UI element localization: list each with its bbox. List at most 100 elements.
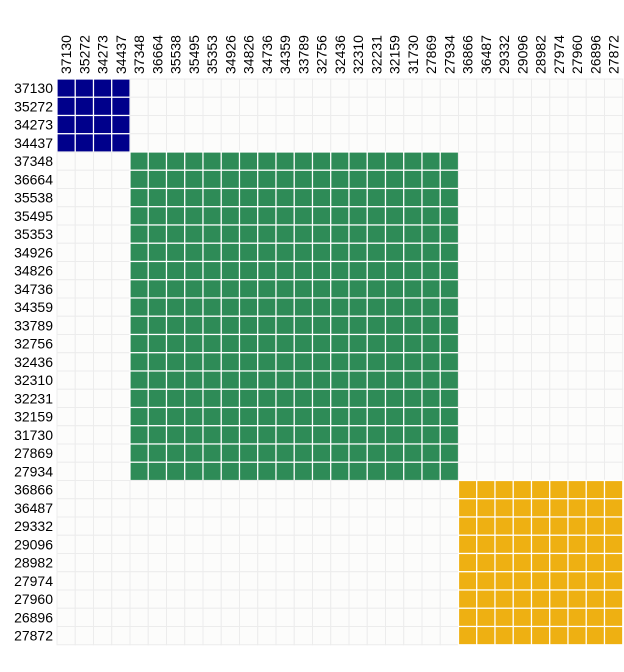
heatmap-cell-empty [531,388,551,408]
heatmap-cell-filled [603,625,624,646]
heatmap-cell-empty [403,534,423,554]
heatmap-cell-filled [512,571,533,591]
heatmap-cell-empty [585,297,605,317]
heatmap-cell-empty [93,261,113,281]
x-tick-label: 27872 [606,35,622,74]
heatmap-cell-filled [457,516,478,536]
heatmap-cell-empty [549,315,569,335]
heatmap-cell-filled [384,297,405,317]
heatmap-cell-empty [111,607,131,627]
heatmap-cell-empty [549,297,569,317]
heatmap-cell-empty [458,461,478,481]
heatmap-cell-filled [275,333,295,354]
heatmap-cell-empty [403,516,423,536]
heatmap-cell-empty [567,461,587,481]
heatmap-cell-empty [476,261,496,281]
heatmap-cell-empty [421,534,441,554]
heatmap-cell-empty [93,498,113,518]
heatmap-cell-empty [56,480,76,500]
heatmap-cell-empty [220,96,240,116]
heatmap-cell-filled [293,443,314,463]
heatmap-cell-empty [93,534,113,554]
heatmap-cell-empty [585,169,605,189]
heatmap-cell-filled [129,370,149,390]
heatmap-cell-empty [512,315,532,335]
heatmap-cell-empty [385,589,405,609]
y-tick-label: 28982 [14,555,53,571]
heatmap-cell-empty [275,115,295,135]
heatmap-cell-filled [403,370,423,390]
heatmap-cell-empty [549,96,569,116]
heatmap-cell-empty [439,589,459,609]
heatmap-cell-empty [585,461,605,481]
heatmap-cell-filled [147,388,168,409]
heatmap-cell-filled [238,370,259,390]
heatmap-cell-empty [111,589,131,609]
heatmap-cell-empty [585,407,605,427]
heatmap-cell-empty [604,461,624,481]
heatmap-cell-empty [421,78,441,98]
y-tick-label: 29096 [14,536,53,552]
heatmap-cell-empty [512,407,532,427]
heatmap-cell-empty [512,388,532,408]
heatmap-cell-empty [312,607,332,627]
heatmap-cell-empty [604,242,624,262]
heatmap-cell-empty [293,498,313,518]
heatmap-cell-empty [567,188,587,208]
heatmap-cell-empty [421,589,441,609]
heatmap-cell-filled [603,552,624,573]
heatmap-cell-empty [111,626,131,646]
heatmap-cell-empty [476,461,496,481]
heatmap-cell-empty [366,498,386,518]
heatmap-cell-empty [366,553,386,573]
heatmap-cell-filled [257,406,277,427]
heatmap-cell-empty [74,534,94,554]
heatmap-cell-empty [147,480,167,500]
heatmap-cell-empty [312,534,332,554]
heatmap-cell-filled [129,461,149,482]
heatmap-cell-filled [202,224,222,244]
heatmap-cell-filled [165,388,186,409]
heatmap-cell-filled [257,352,277,372]
heatmap-cell-filled [220,388,241,409]
heatmap-cell-empty [348,498,368,518]
heatmap-cell-empty [604,279,624,299]
heatmap-cell-empty [275,607,295,627]
heatmap-cell-empty [111,553,131,573]
heatmap-cell-empty [74,607,94,627]
heatmap-cell-filled [585,571,606,591]
heatmap-cell-filled [275,187,295,208]
heatmap-cell-filled [366,406,387,427]
heatmap-cell-empty [220,607,240,627]
heatmap-cell-filled [330,260,350,281]
heatmap-cell-filled [384,333,405,354]
heatmap-cell-empty [567,115,587,135]
heatmap-cell-empty [421,96,441,116]
heatmap-cell-empty [531,133,551,153]
heatmap-cell-empty [531,188,551,208]
heatmap-cell-empty [385,516,405,536]
heatmap-cell-empty [494,407,514,427]
heatmap-cell-empty [585,115,605,135]
heatmap-cell-empty [166,133,186,153]
heatmap-cell-filled [184,425,204,445]
heatmap-cell-empty [330,480,350,500]
heatmap-cell-empty [147,589,167,609]
heatmap-cell-empty [549,206,569,226]
heatmap-cell-empty [549,352,569,372]
heatmap-cell-empty [348,626,368,646]
heatmap-cell-filled [384,443,405,463]
heatmap-cell-empty [439,516,459,536]
heatmap-cell-filled [348,425,368,445]
heatmap-cell-empty [239,607,259,627]
heatmap-cell-empty [147,607,167,627]
heatmap-cell-empty [366,78,386,98]
heatmap-cell-empty [56,534,76,554]
heatmap-cell-empty [220,78,240,98]
heatmap-cell-empty [56,498,76,518]
heatmap-cell-filled [92,78,113,98]
heatmap-cell-empty [330,498,350,518]
heatmap-cell-filled [74,78,95,98]
heatmap-cell-filled [366,279,387,299]
heatmap-cell-filled [184,388,204,409]
